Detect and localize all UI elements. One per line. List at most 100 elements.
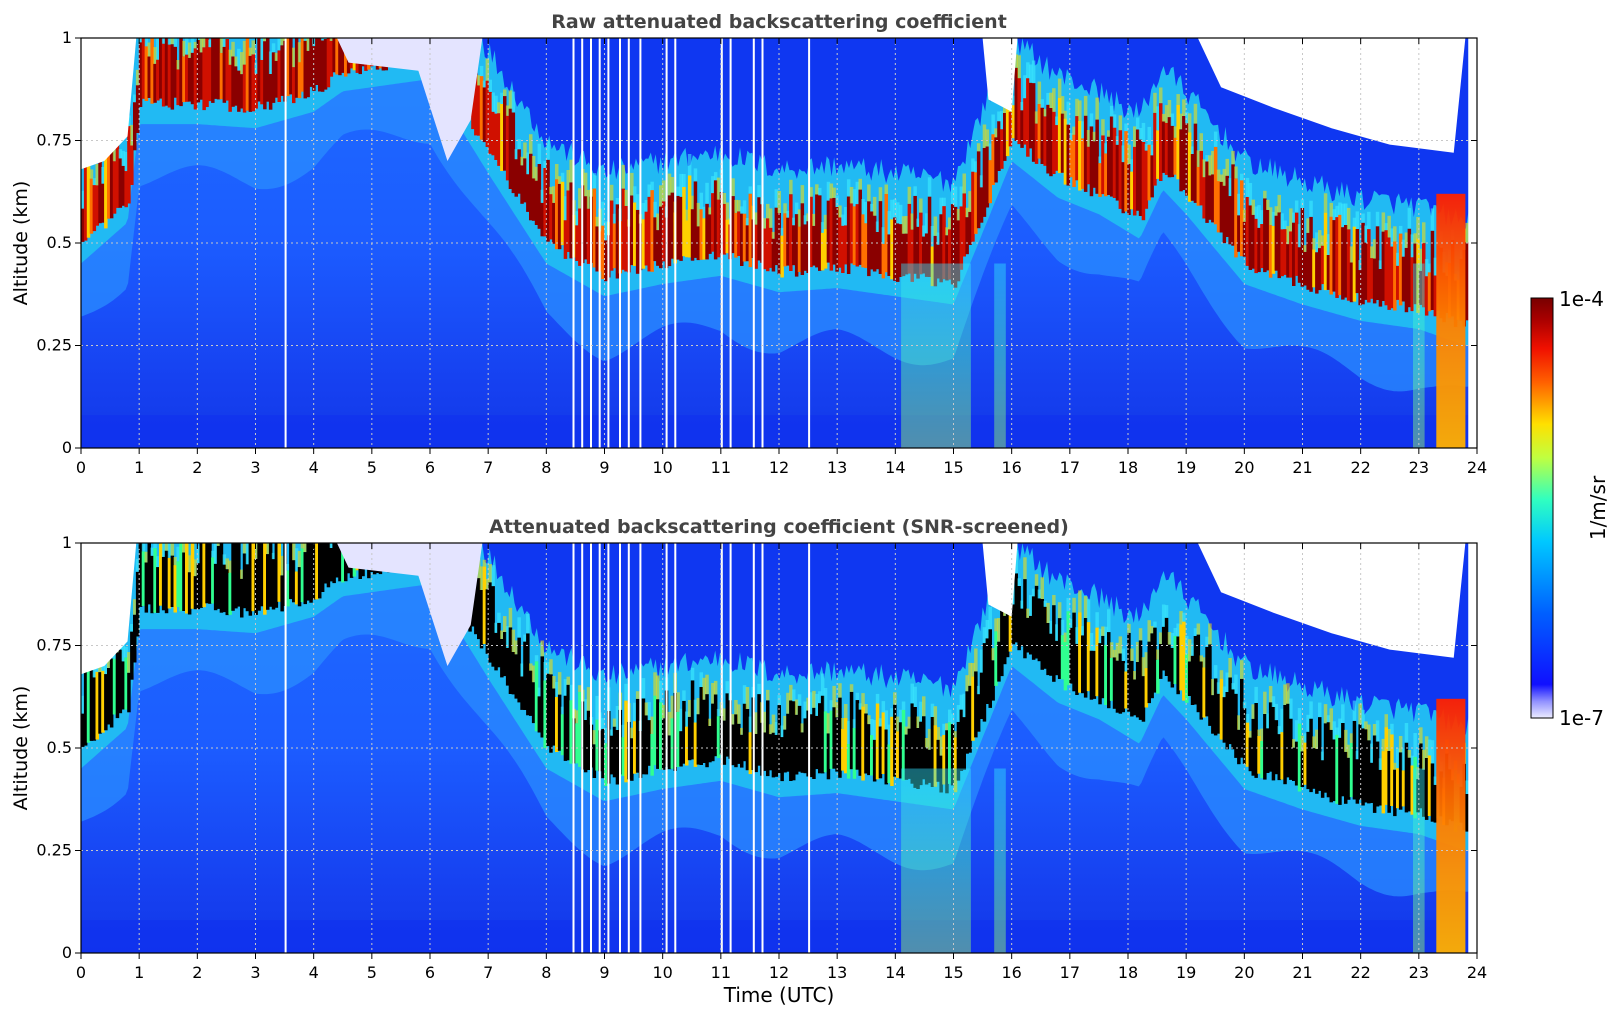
cloud-edge bbox=[289, 8, 292, 18]
cloud-edge bbox=[930, 703, 935, 717]
cloud-strip bbox=[690, 680, 695, 760]
cloud-strip bbox=[228, 572, 232, 615]
cloud-strip bbox=[1341, 227, 1345, 300]
cloud-strip bbox=[1370, 258, 1374, 299]
cloud-edge bbox=[910, 683, 914, 704]
cloud-strip bbox=[1072, 612, 1076, 692]
cloud-strip bbox=[1017, 586, 1021, 651]
x-tick-label: 19 bbox=[1176, 963, 1196, 982]
cloud-strip bbox=[127, 126, 131, 204]
cloud-edge bbox=[1115, 642, 1120, 661]
cloud-edge bbox=[416, 503, 419, 522]
cloud-edge bbox=[864, 201, 868, 224]
cloud-strip bbox=[1069, 627, 1073, 684]
cloud-edge bbox=[193, 41, 198, 49]
cloud-strip bbox=[945, 235, 949, 281]
cloud-edge bbox=[898, 204, 903, 225]
cloud-strip bbox=[974, 671, 978, 738]
panel-screened-ylabel: Altitude (km) bbox=[10, 686, 32, 811]
cloud-edge bbox=[205, 16, 208, 38]
cloud-edge bbox=[1057, 602, 1062, 619]
cloud-edge bbox=[942, 723, 946, 735]
cloud-strip bbox=[1063, 642, 1068, 691]
cloud-edge bbox=[1173, 126, 1177, 138]
x-tick-label: 11 bbox=[711, 963, 731, 982]
cloud-strip bbox=[609, 200, 614, 271]
cloud-strip bbox=[1378, 269, 1383, 307]
cloud-edge bbox=[1107, 130, 1111, 137]
cloud-strip bbox=[112, 658, 117, 715]
x-tick-label: 12 bbox=[769, 458, 789, 477]
cloud-edge bbox=[315, 29, 318, 37]
cloud-strip bbox=[878, 201, 883, 274]
cloud-strip bbox=[1263, 198, 1267, 273]
cloud-strip bbox=[303, 552, 307, 605]
cloud-strip bbox=[1292, 747, 1296, 781]
cloud-edge bbox=[578, 685, 582, 692]
cloud-strip bbox=[1147, 641, 1151, 704]
cloud-edge bbox=[849, 684, 854, 692]
cloud-strip bbox=[1005, 605, 1010, 658]
cloud-strip bbox=[1043, 116, 1047, 166]
cloud-edge bbox=[786, 692, 790, 714]
cloud-edge bbox=[841, 214, 845, 226]
cloud-strip bbox=[1095, 119, 1099, 194]
x-tick-label: 18 bbox=[1118, 963, 1138, 982]
cloud-strip bbox=[1003, 113, 1007, 161]
cloud-edge bbox=[1118, 636, 1123, 654]
cloud-edge bbox=[942, 197, 946, 207]
cloud-edge bbox=[1234, 674, 1238, 694]
cloud-edge bbox=[508, 607, 513, 628]
cloud-edge bbox=[1401, 239, 1406, 257]
cloud-strip bbox=[1292, 222, 1296, 286]
cloud-edge bbox=[263, 38, 267, 42]
cloud-strip bbox=[199, 543, 203, 608]
cloud-edge bbox=[329, 543, 334, 548]
cloud-strip bbox=[101, 183, 105, 223]
cloud-edge bbox=[812, 213, 816, 226]
cloud-edge bbox=[1219, 174, 1224, 182]
cloud-edge bbox=[1072, 597, 1076, 613]
cloud-edge bbox=[1344, 729, 1348, 752]
cloud-edge bbox=[139, 524, 142, 534]
cloud-edge bbox=[904, 726, 909, 735]
cloud-strip bbox=[222, 564, 227, 613]
cloud-edge bbox=[318, 507, 321, 523]
cloud-strip bbox=[818, 195, 822, 271]
cloud-strip bbox=[1014, 573, 1018, 643]
cloud-strip bbox=[569, 700, 573, 764]
cloud-strip bbox=[335, 543, 339, 578]
panel-raw: Raw attenuated backscattering coefficien… bbox=[10, 8, 1487, 477]
cloud-edge bbox=[745, 218, 750, 226]
cloud-edge bbox=[1323, 704, 1328, 724]
cloud-edge bbox=[1161, 113, 1166, 122]
cloud-edge bbox=[991, 114, 995, 135]
cloud-edge bbox=[1156, 106, 1160, 131]
cloud-strip bbox=[612, 223, 617, 269]
cloud-edge bbox=[1187, 639, 1192, 662]
cloud-strip bbox=[809, 196, 813, 268]
cloud-edge bbox=[1205, 155, 1209, 162]
cloud-edge bbox=[1294, 720, 1299, 742]
x-tick-label: 24 bbox=[1467, 963, 1487, 982]
cloud-edge bbox=[367, 515, 370, 522]
cloud-edge bbox=[546, 140, 550, 160]
cloud-edge bbox=[552, 186, 556, 203]
cloud-strip bbox=[1017, 78, 1021, 145]
cloud-strip bbox=[1020, 608, 1024, 647]
cloud-edge bbox=[413, 8, 416, 18]
panel-raw-plot bbox=[81, 8, 1477, 448]
cloud-strip bbox=[1083, 115, 1088, 192]
cloud-strip bbox=[898, 224, 903, 277]
surface-layer bbox=[81, 415, 1469, 448]
cloud-strip bbox=[280, 575, 284, 612]
cloud-strip bbox=[1266, 210, 1270, 271]
cloud-edge bbox=[708, 207, 712, 215]
cloud-strip bbox=[641, 219, 646, 269]
cloud-edge bbox=[411, 508, 414, 526]
cloud-strip bbox=[213, 563, 218, 611]
cloud-edge bbox=[156, 38, 160, 60]
cloud-edge bbox=[540, 640, 544, 657]
cloud-strip bbox=[511, 652, 516, 695]
cloud-edge bbox=[104, 655, 108, 674]
